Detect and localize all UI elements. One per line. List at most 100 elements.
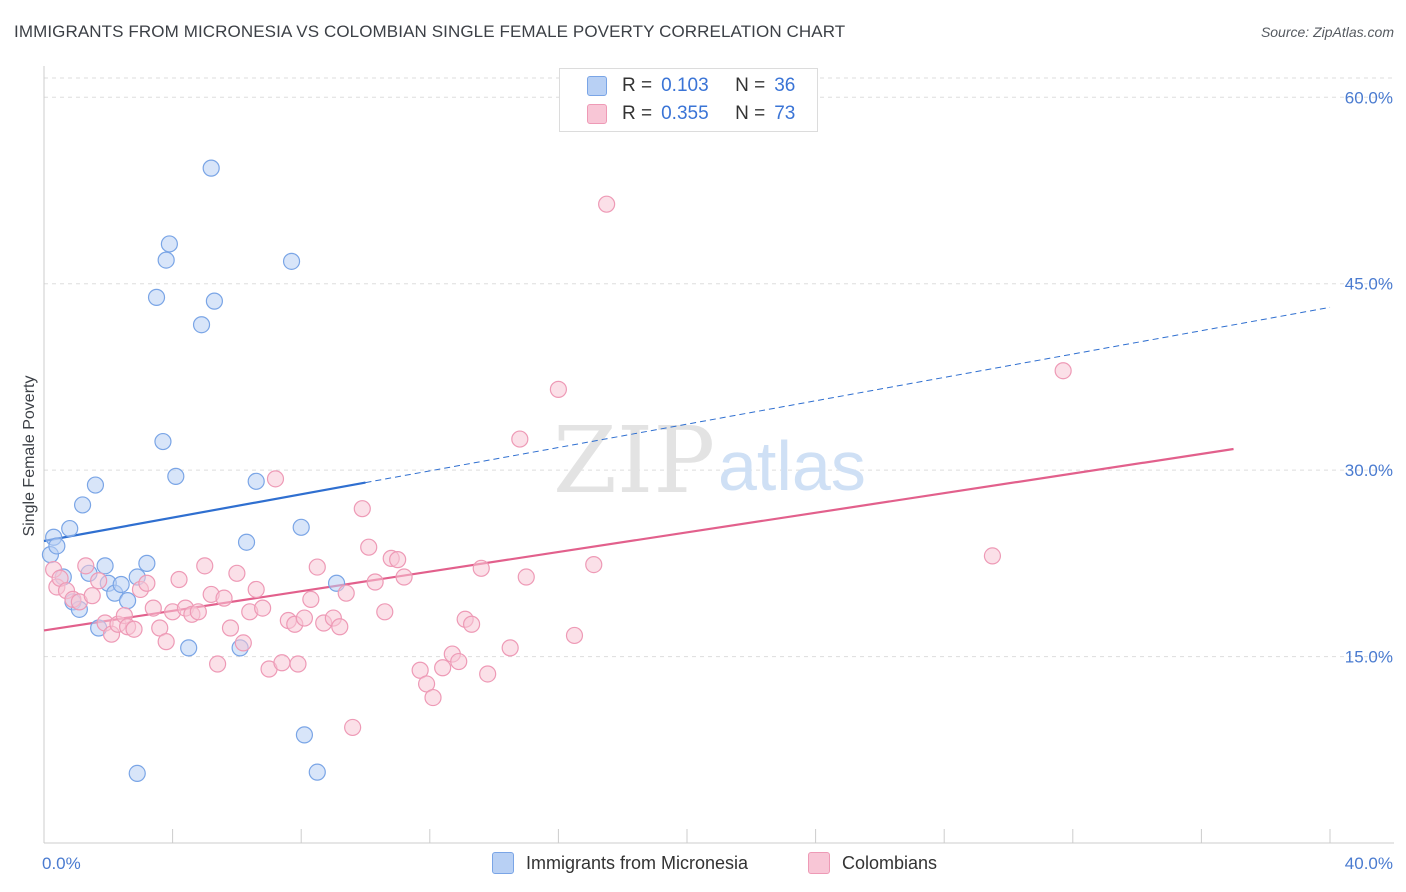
point-micronesia (157, 251, 175, 269)
series-legend-label: Colombians (842, 852, 938, 873)
point-colombians (189, 603, 207, 621)
legend-r-value: 0.103 (661, 75, 709, 96)
legend-swatch-pink (587, 104, 607, 124)
point-colombians (125, 620, 143, 638)
point-micronesia (205, 292, 223, 310)
point-colombians (472, 559, 490, 577)
series-legend-swatch-pink (808, 852, 830, 874)
point-colombians (501, 639, 519, 657)
y-axis-label: Single Female Poverty (21, 376, 38, 537)
point-colombians (266, 470, 285, 488)
legend-n-value: 36 (774, 75, 796, 96)
point-colombians (585, 555, 603, 574)
point-colombians (366, 573, 384, 591)
legend-swatch-blue (587, 76, 607, 96)
x-tick-label: 40.0% (1345, 854, 1393, 873)
point-micronesia (118, 592, 137, 610)
trend-line-micronesia (43, 481, 366, 543)
point-colombians (360, 538, 378, 556)
point-micronesia (61, 519, 79, 538)
point-colombians (90, 572, 108, 590)
point-colombians (273, 654, 291, 672)
watermark-atlas: atlas (718, 427, 866, 505)
point-colombians (598, 195, 616, 213)
point-micronesia (48, 537, 66, 555)
point-colombians (424, 688, 442, 707)
trend-line-micronesia-extension (365, 306, 1331, 484)
legend-r-label: R = (622, 103, 653, 124)
watermark-zip: ZIP (553, 407, 715, 514)
point-micronesia (154, 432, 172, 451)
point-colombians (254, 599, 272, 617)
series-legend-item-colombians: Colombians (808, 852, 937, 874)
point-micronesia (202, 159, 220, 177)
point-colombians (157, 633, 175, 651)
series-legend-swatch-blue (492, 852, 514, 874)
point-colombians (295, 609, 314, 627)
series-legend: Immigrants from Micronesia Colombians (0, 852, 1406, 876)
series-legend-item-micronesia: Immigrants from Micronesia (492, 852, 748, 874)
point-colombians (215, 589, 233, 607)
axes (43, 66, 1394, 844)
point-colombians (389, 551, 407, 569)
point-colombians (228, 564, 246, 582)
point-colombians (234, 634, 252, 652)
x-tick-label: 0.0% (42, 854, 81, 873)
trend-line-colombians (43, 447, 1234, 632)
y-tick-label: 45.0% (1345, 275, 1393, 294)
point-micronesia (128, 764, 146, 783)
point-colombians (209, 655, 227, 673)
point-colombians (196, 557, 214, 575)
point-colombians (144, 599, 162, 617)
point-colombians (353, 500, 371, 518)
point-micronesia (73, 496, 92, 514)
point-colombians (138, 574, 156, 592)
point-colombians (479, 665, 497, 683)
grid-lines (44, 77, 1394, 658)
legend-r-value: 0.355 (661, 103, 709, 124)
point-micronesia (138, 554, 156, 572)
chart-title: IMMIGRANTS FROM MICRONESIA VS COLOMBIAN … (14, 22, 846, 41)
point-colombians (308, 558, 326, 576)
watermark: ZIP atlas (553, 407, 866, 514)
point-colombians (221, 619, 240, 637)
point-micronesia (160, 235, 178, 253)
point-colombians (77, 557, 95, 575)
point-micronesia (167, 467, 185, 485)
legend-row-colombians: R = 0.355 N = 73 (560, 101, 795, 127)
point-micronesia (282, 252, 301, 270)
point-colombians (1054, 362, 1072, 380)
legend-n-value: 73 (774, 103, 796, 124)
point-colombians (517, 568, 535, 586)
point-colombians (450, 652, 468, 671)
y-tick-label: 60.0% (1345, 88, 1393, 107)
point-micronesia (86, 476, 105, 494)
point-colombians (83, 587, 101, 605)
source-label: Source: ZipAtlas.com (1260, 24, 1394, 40)
legend-n-label: N = (735, 103, 766, 124)
point-micronesia (147, 288, 166, 306)
legend-r-label: R = (622, 75, 653, 96)
point-micronesia (292, 518, 310, 536)
point-colombians (434, 659, 452, 677)
point-micronesia (96, 557, 114, 575)
point-colombians (511, 430, 529, 448)
point-colombians (331, 618, 349, 636)
point-micronesia (308, 763, 326, 781)
point-colombians (983, 547, 1002, 565)
point-colombians (170, 570, 188, 589)
point-micronesia (237, 533, 256, 551)
y-tick-label: 30.0% (1345, 461, 1393, 480)
point-colombians (549, 380, 568, 398)
point-micronesia (247, 472, 265, 490)
point-micronesia (295, 726, 314, 744)
point-colombians (565, 626, 584, 645)
trend-lines (43, 306, 1331, 632)
point-colombians (289, 655, 307, 673)
x-tick-labels: 0.0% 40.0% (42, 854, 1393, 873)
point-colombians (337, 584, 355, 602)
point-colombians (376, 603, 394, 621)
stats-legend: R = 0.103 N = 36 R = 0.355 N = 73 (559, 68, 818, 132)
legend-row-micronesia: R = 0.103 N = 36 (560, 73, 795, 99)
